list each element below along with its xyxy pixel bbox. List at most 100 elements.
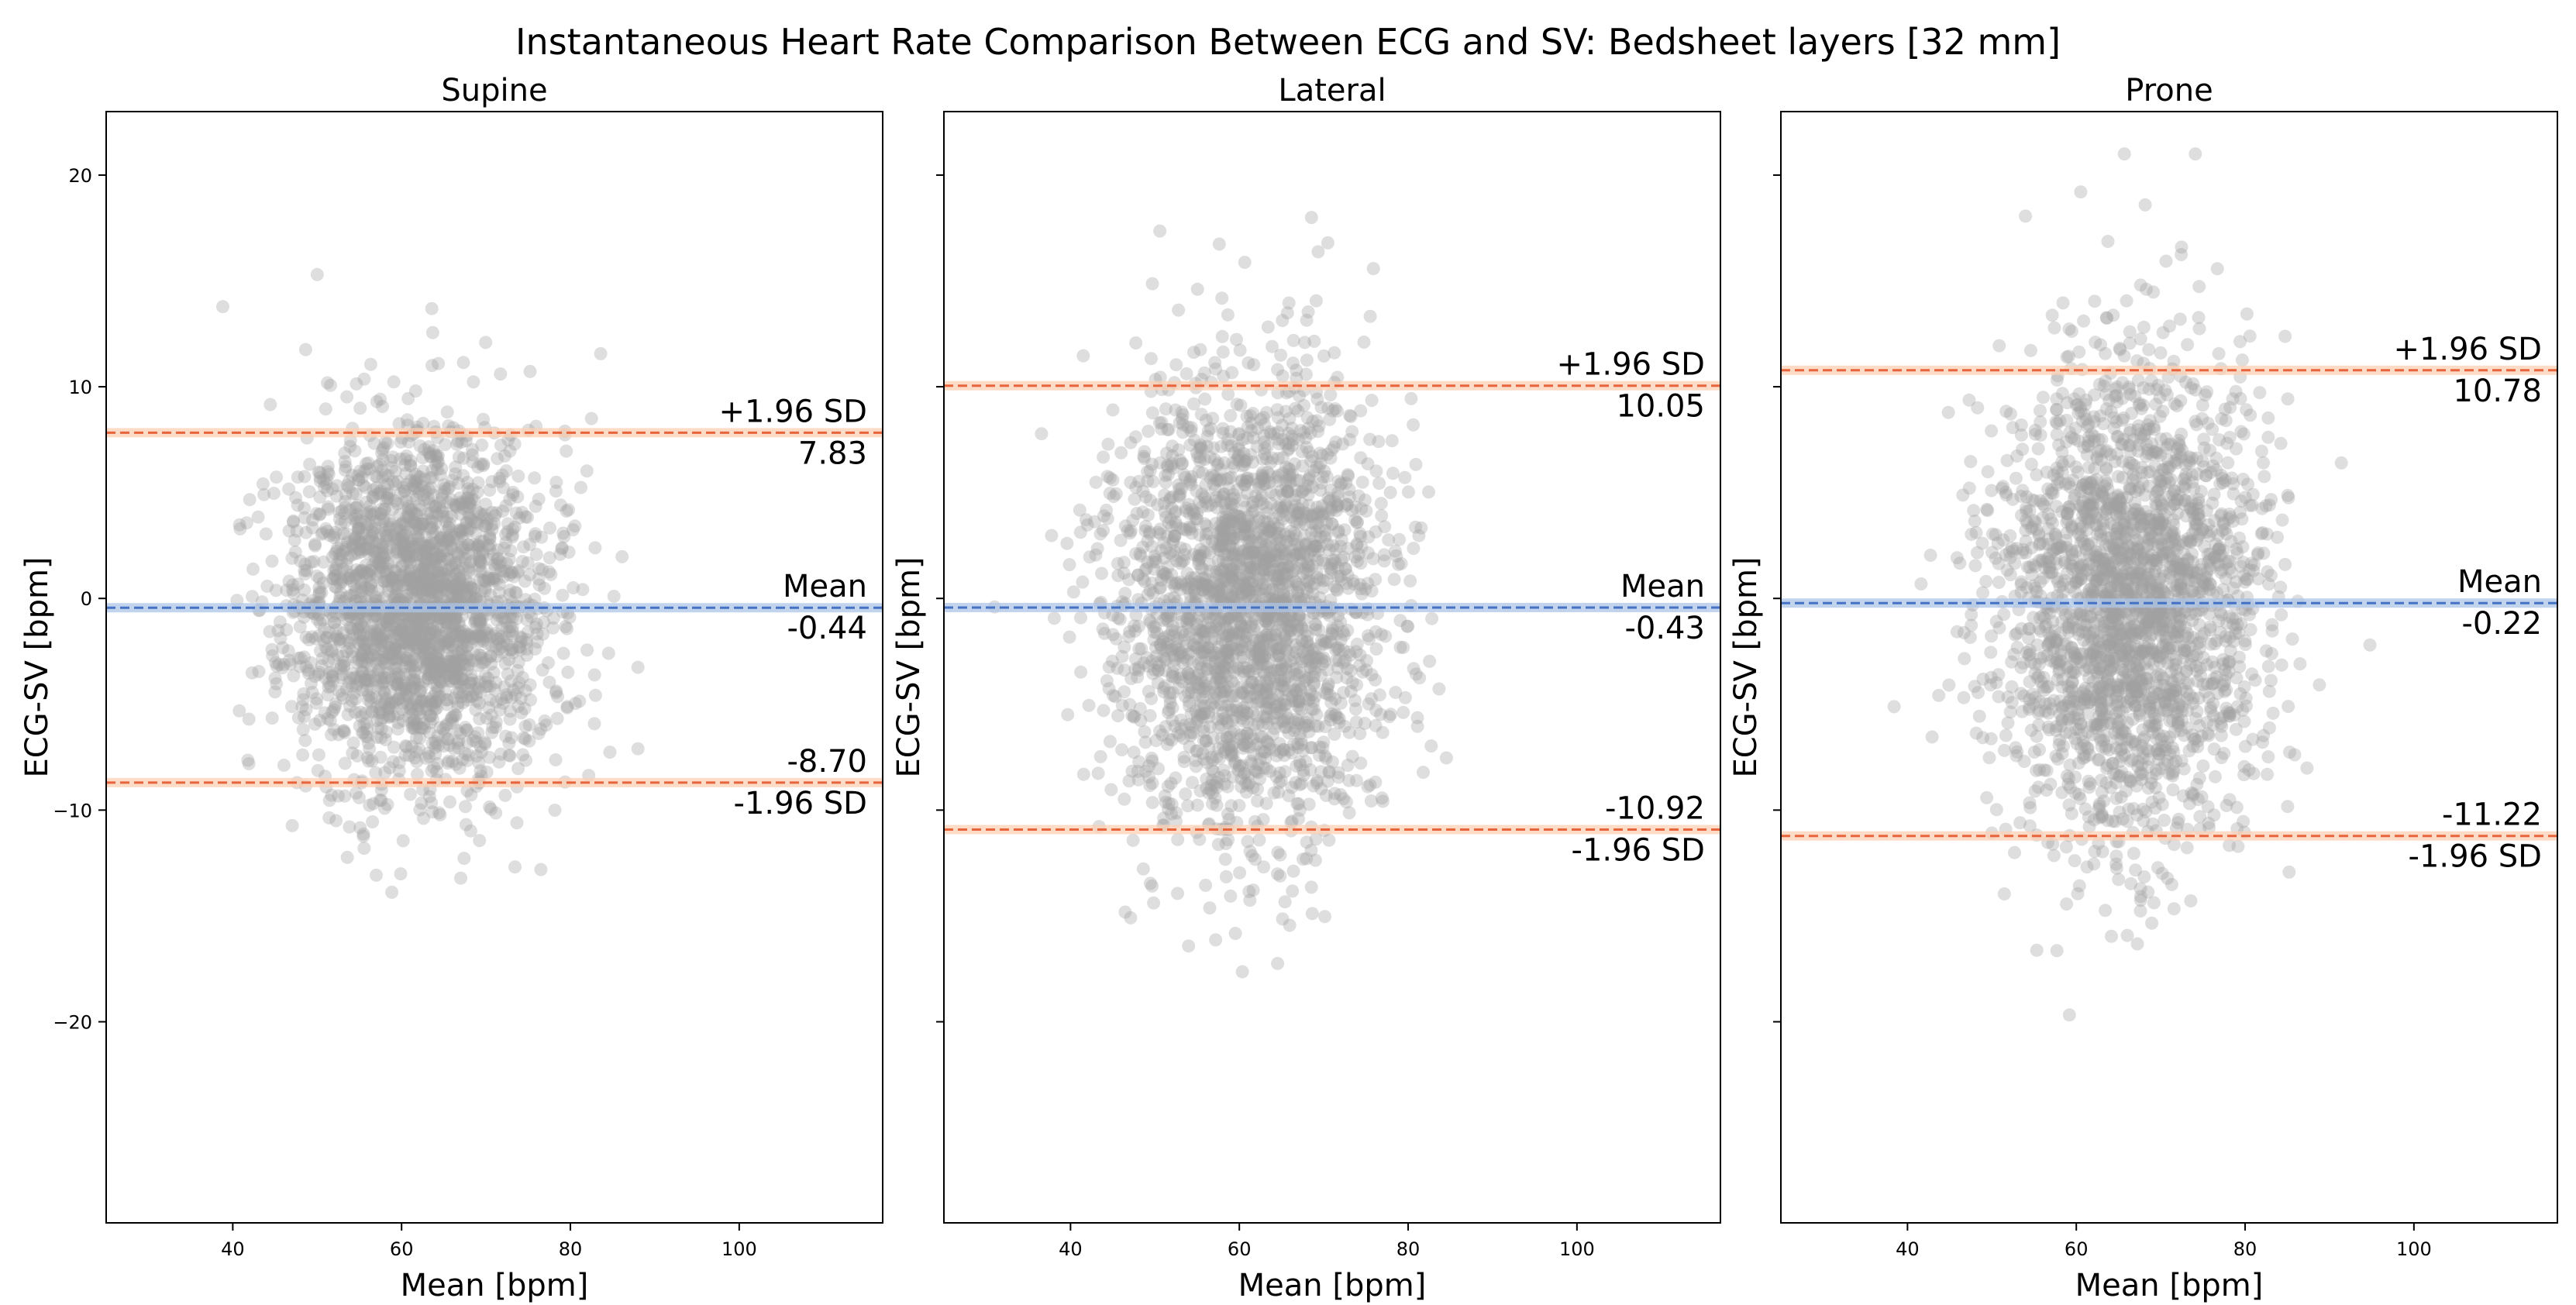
data-point <box>366 637 380 651</box>
data-point <box>305 521 319 535</box>
data-point <box>2071 722 2085 736</box>
data-point <box>480 680 494 693</box>
data-point <box>1194 624 1208 637</box>
data-point <box>1156 632 1170 646</box>
data-point <box>529 527 542 541</box>
data-point <box>1140 562 1153 575</box>
data-point <box>473 618 487 632</box>
data-point <box>1191 575 1205 589</box>
data-point <box>1307 677 1321 690</box>
data-point <box>424 583 438 597</box>
data-point <box>1332 653 1346 667</box>
data-point <box>1296 622 1309 635</box>
data-point <box>418 513 432 527</box>
data-point <box>1350 537 1364 551</box>
data-point <box>369 555 383 569</box>
data-point <box>1225 515 1239 529</box>
data-point <box>1168 580 1182 594</box>
data-point <box>1424 739 1438 753</box>
data-point <box>1172 443 1186 457</box>
data-point <box>1189 587 1203 601</box>
data-point <box>441 634 455 648</box>
data-point <box>489 639 503 653</box>
data-point <box>1400 619 1414 633</box>
data-point <box>1338 653 1352 667</box>
data-point <box>1194 661 1208 675</box>
data-point <box>1266 339 1279 353</box>
data-point <box>429 694 443 708</box>
data-point <box>1145 654 1159 668</box>
data-point <box>353 542 367 556</box>
data-point <box>1238 520 1252 534</box>
data-point <box>1302 718 1316 732</box>
data-point <box>470 609 484 623</box>
data-point <box>1317 655 1331 668</box>
data-point <box>1338 562 1352 576</box>
data-point <box>1263 742 1277 756</box>
data-point <box>1288 667 1302 681</box>
data-point <box>415 632 429 645</box>
data-point <box>1245 575 1259 589</box>
data-point <box>1221 651 1235 665</box>
data-point <box>1218 644 1232 658</box>
data-point <box>454 540 468 554</box>
data-point <box>1279 405 1293 418</box>
data-point <box>1352 547 1365 561</box>
data-point <box>1300 313 1314 327</box>
data-point <box>1300 712 1314 726</box>
data-point <box>1244 639 1258 653</box>
x-tick-label: 100 <box>1559 1238 1595 1260</box>
data-point <box>1283 560 1297 573</box>
data-point <box>446 649 459 663</box>
data-point <box>453 665 467 679</box>
data-point <box>373 565 387 579</box>
data-point <box>443 534 456 548</box>
data-point <box>402 653 416 667</box>
data-point <box>428 500 442 514</box>
data-point <box>505 566 519 580</box>
data-point <box>1246 883 1260 897</box>
data-point <box>1213 532 1227 546</box>
data-point <box>429 656 443 670</box>
data-point <box>1237 494 1251 508</box>
data-point <box>436 661 449 675</box>
data-point <box>489 506 503 520</box>
data-point <box>1263 468 1277 482</box>
data-point <box>532 727 546 740</box>
data-point <box>1177 554 1191 567</box>
data-point <box>1279 497 1293 511</box>
data-point <box>1190 744 1204 758</box>
data-point <box>505 530 519 544</box>
upper-loa-band <box>944 380 1720 391</box>
data-point <box>480 623 494 637</box>
data-point <box>329 697 343 711</box>
data-point <box>486 548 500 561</box>
data-point <box>1260 439 1274 453</box>
data-point <box>392 628 406 642</box>
data-point <box>1235 686 1248 700</box>
data-point <box>1241 778 1255 792</box>
data-point <box>1173 453 1186 467</box>
data-point <box>1142 770 1156 784</box>
data-point <box>451 700 465 714</box>
data-point <box>1194 577 1208 591</box>
data-point <box>334 517 348 531</box>
data-point <box>449 556 463 570</box>
data-point <box>466 689 480 703</box>
data-point <box>341 708 355 721</box>
data-point <box>398 739 412 752</box>
data-point <box>1200 573 1214 587</box>
data-point <box>299 660 313 674</box>
data-point <box>1252 651 1266 665</box>
data-point <box>1310 776 1324 790</box>
data-point <box>1239 662 1253 675</box>
data-point <box>1286 432 1300 446</box>
data-point <box>560 700 574 714</box>
data-point <box>1136 505 1150 519</box>
data-point <box>392 764 406 778</box>
data-point <box>1289 401 1302 415</box>
data-point <box>353 543 367 556</box>
data-point <box>448 666 462 680</box>
data-point <box>467 632 480 646</box>
data-point <box>388 528 402 542</box>
